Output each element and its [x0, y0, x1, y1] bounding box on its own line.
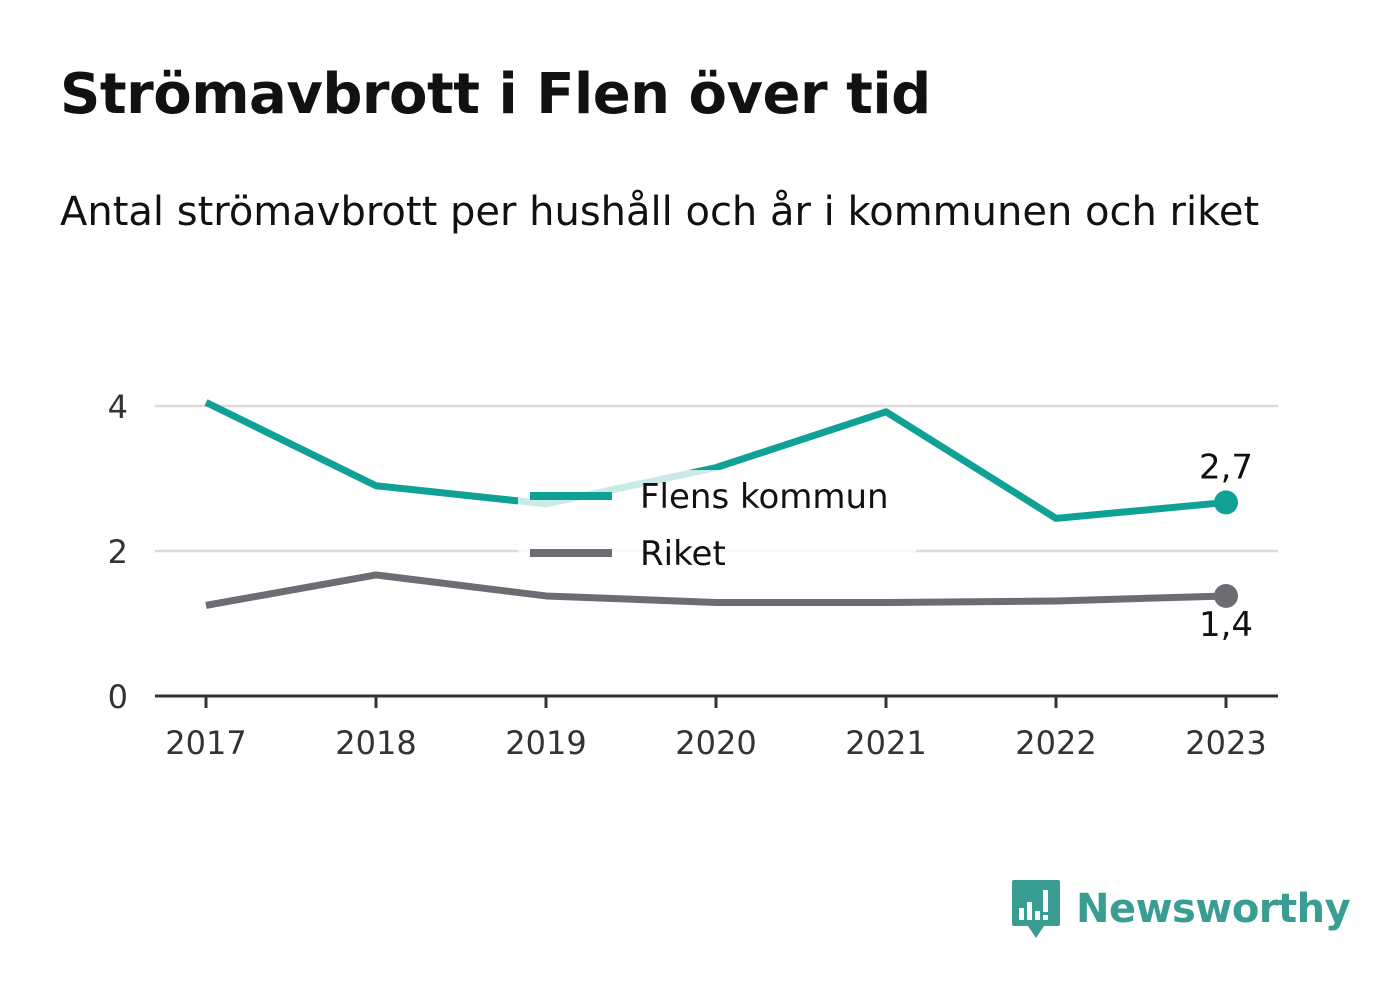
- y-tick-label: 4: [108, 388, 128, 426]
- y-tick-label: 0: [108, 678, 128, 716]
- x-tick-label: 2021: [845, 724, 926, 762]
- legend-background: [518, 470, 916, 582]
- newsworthy-logo-icon: [1012, 880, 1060, 938]
- x-tick-label: 2023: [1185, 724, 1266, 762]
- data-point: [1214, 583, 1238, 608]
- x-axis: 2017 2018 2019 2020 2021 2022 2023: [155, 694, 1278, 762]
- end-value-label: 2,7: [1199, 447, 1253, 487]
- series-line-flens-kommun: [204, 399, 1227, 522]
- x-tick-label: 2022: [1015, 724, 1096, 762]
- chart-subtitle: Antal strömavbrott per hushåll och år i …: [60, 189, 1260, 235]
- series-line-riket: [205, 571, 1227, 609]
- series-lines: [204, 399, 1238, 609]
- y-tick-label: 2: [108, 533, 128, 571]
- x-tick-label: 2019: [505, 724, 586, 762]
- x-tick-label: 2017: [165, 724, 246, 762]
- brand-logo: Newsworthy: [1010, 878, 1351, 940]
- legend-label: Riket: [640, 534, 726, 574]
- x-tick-label: 2020: [675, 724, 756, 762]
- brand-name: Newsworthy: [1076, 886, 1351, 932]
- chart-title: Strömavbrott i Flen över tid: [60, 62, 931, 127]
- end-value-label: 1,4: [1199, 605, 1253, 645]
- legend-label: Flens kommun: [640, 477, 889, 517]
- y-axis-ticks: 0 2 4: [108, 388, 128, 716]
- data-point: [1214, 490, 1238, 515]
- end-labels: 2,7 1,4: [1199, 447, 1253, 645]
- x-tick-label: 2018: [335, 724, 416, 762]
- legend: Flens kommun Riket: [518, 470, 916, 582]
